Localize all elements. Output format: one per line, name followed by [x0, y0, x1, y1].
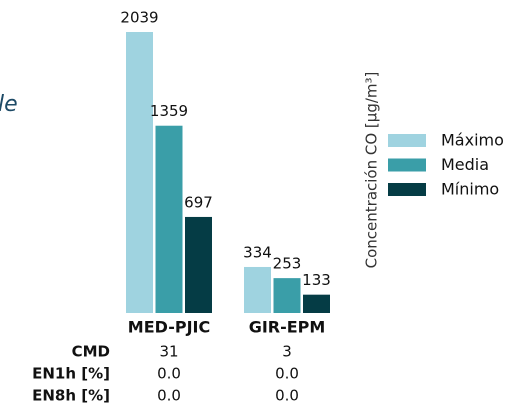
cell: 0.0: [157, 365, 181, 383]
data-label: 253: [273, 255, 302, 273]
cell: 0.0: [275, 387, 299, 405]
bar: [126, 32, 153, 313]
legend-swatch: [388, 134, 426, 147]
data-label: 2039: [120, 9, 158, 27]
data-label: 697: [184, 193, 213, 211]
cell: 0.0: [157, 387, 181, 405]
legend-label: Máximo: [441, 131, 504, 150]
category-label: MED-PJIC: [128, 318, 210, 337]
legend-swatch: [388, 183, 426, 196]
legend-title: Concentración CO [μg/m³]: [363, 72, 381, 269]
legend-label: Media: [441, 155, 489, 174]
data-label: 334: [243, 243, 272, 261]
bar: [155, 125, 183, 313]
bar: [303, 294, 330, 313]
cell: 3: [282, 343, 292, 361]
legend-label: Mínimo: [441, 180, 499, 199]
cell: 0.0: [275, 365, 299, 383]
legend-swatch: [388, 158, 426, 172]
row-label: CMD: [72, 343, 110, 361]
cell: 31: [159, 343, 178, 361]
bar: [273, 278, 301, 313]
bar: [185, 216, 212, 313]
row-label: EN8h [%]: [32, 387, 110, 405]
bar: [244, 266, 271, 313]
data-label: 1359: [150, 102, 188, 120]
data-label: 133: [302, 271, 331, 289]
category-label: GIR-EPM: [249, 318, 326, 337]
chart-title: le: [0, 92, 18, 117]
row-label: EN1h [%]: [32, 365, 110, 383]
